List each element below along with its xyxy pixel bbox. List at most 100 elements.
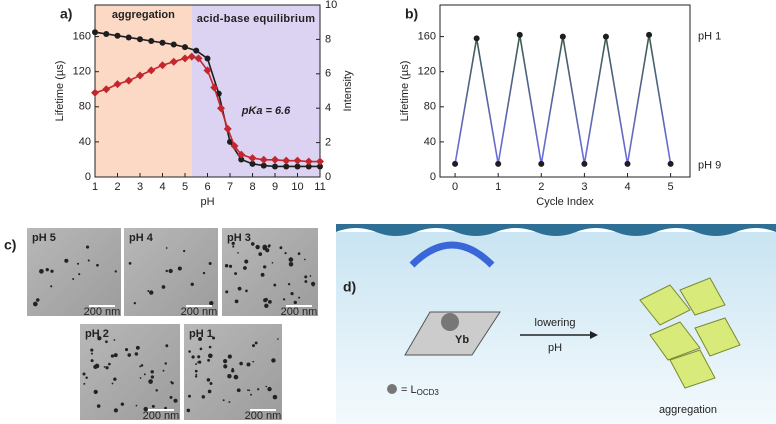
particle <box>287 282 291 286</box>
particle <box>243 266 247 270</box>
point <box>148 37 155 44</box>
particle <box>135 345 140 350</box>
micrograph-label: pH 1 <box>189 328 213 340</box>
particle <box>39 268 44 274</box>
point <box>203 66 212 75</box>
point <box>667 160 674 167</box>
particle <box>85 245 90 249</box>
point <box>272 163 278 170</box>
particle <box>111 382 114 385</box>
particle <box>194 369 198 373</box>
point <box>217 104 225 113</box>
bottom-label: pH 9 <box>698 160 721 172</box>
panel-label: a) <box>60 6 72 22</box>
particle <box>272 394 278 400</box>
particle <box>239 361 243 366</box>
particle <box>208 353 213 359</box>
region-label: acid-base equilibrium <box>197 13 315 25</box>
particle <box>186 408 191 413</box>
x-tick-label: 9 <box>272 181 278 193</box>
particle <box>227 354 232 359</box>
point <box>187 52 196 61</box>
region <box>95 5 192 177</box>
x-tick-label: 2 <box>538 181 544 193</box>
point <box>581 160 588 167</box>
particle <box>161 285 166 289</box>
y-axis-label: Lifetime (µs) <box>54 61 66 122</box>
particle <box>198 360 202 364</box>
particle <box>282 298 286 301</box>
particle <box>143 406 148 412</box>
y-axis-label: Lifetime (µs) <box>399 61 411 122</box>
particle <box>83 382 86 385</box>
x-tick-label: 4 <box>624 181 630 193</box>
particle <box>150 375 155 379</box>
complex-plane <box>404 311 501 356</box>
point <box>137 36 143 43</box>
particle <box>90 359 94 363</box>
point <box>230 142 239 151</box>
particle <box>237 286 242 291</box>
particle <box>201 395 206 399</box>
particle <box>36 298 40 302</box>
particle <box>197 355 201 359</box>
point <box>91 88 99 97</box>
particle <box>284 252 287 255</box>
x-tick-label: 10 <box>291 181 303 193</box>
x-tick-label: 0 <box>452 181 458 193</box>
y2-tick-label: 6 <box>325 68 331 80</box>
particle <box>177 266 182 271</box>
particle <box>257 388 260 391</box>
particle <box>224 264 229 268</box>
particle <box>97 336 102 341</box>
particle <box>82 372 86 376</box>
particle <box>293 300 297 305</box>
particle <box>165 344 169 348</box>
point <box>204 55 211 62</box>
particle <box>244 259 249 264</box>
y-tick-label: 120 <box>418 66 436 78</box>
particle <box>124 348 129 352</box>
scale-label: 200 nm <box>84 306 121 318</box>
point <box>181 54 189 63</box>
particle <box>298 296 301 299</box>
particle <box>90 348 94 352</box>
y-tick-label: 0 <box>85 171 91 183</box>
arrow-label: lowering <box>535 317 576 329</box>
plot-frame <box>439 4 691 178</box>
ligand-key <box>387 384 397 394</box>
point <box>102 85 111 94</box>
particle <box>231 369 235 373</box>
micrograph-label: pH 2 <box>85 328 109 340</box>
point <box>147 66 156 75</box>
diagram-panel <box>336 224 776 424</box>
particle <box>250 393 253 396</box>
particle <box>310 281 316 287</box>
particle <box>247 389 249 391</box>
exchange-arrow <box>409 241 495 268</box>
point <box>602 33 609 40</box>
particle <box>164 362 167 365</box>
particle <box>262 244 268 250</box>
point <box>473 35 480 42</box>
y-tick-label: 40 <box>79 136 91 148</box>
panel-label: c) <box>4 237 16 253</box>
particle <box>208 345 212 349</box>
particle <box>195 363 197 366</box>
particle <box>148 379 153 384</box>
point <box>92 29 98 36</box>
point <box>283 163 290 170</box>
particle <box>231 241 235 246</box>
particle <box>105 340 108 344</box>
x-tick-label: 7 <box>227 181 233 193</box>
y-tick-label: 120 <box>73 66 91 78</box>
x-tick-label: 6 <box>204 181 210 193</box>
particle <box>237 252 239 254</box>
particle <box>155 389 158 392</box>
particle <box>233 374 239 380</box>
micrograph-label: pH 4 <box>129 232 154 244</box>
particle <box>45 267 49 272</box>
particle <box>78 273 81 276</box>
micrographs: pH 5 200 nm pH 4 200 nm pH 3 200 nm pH 2 200 nm… <box>27 228 318 422</box>
point <box>293 156 302 165</box>
